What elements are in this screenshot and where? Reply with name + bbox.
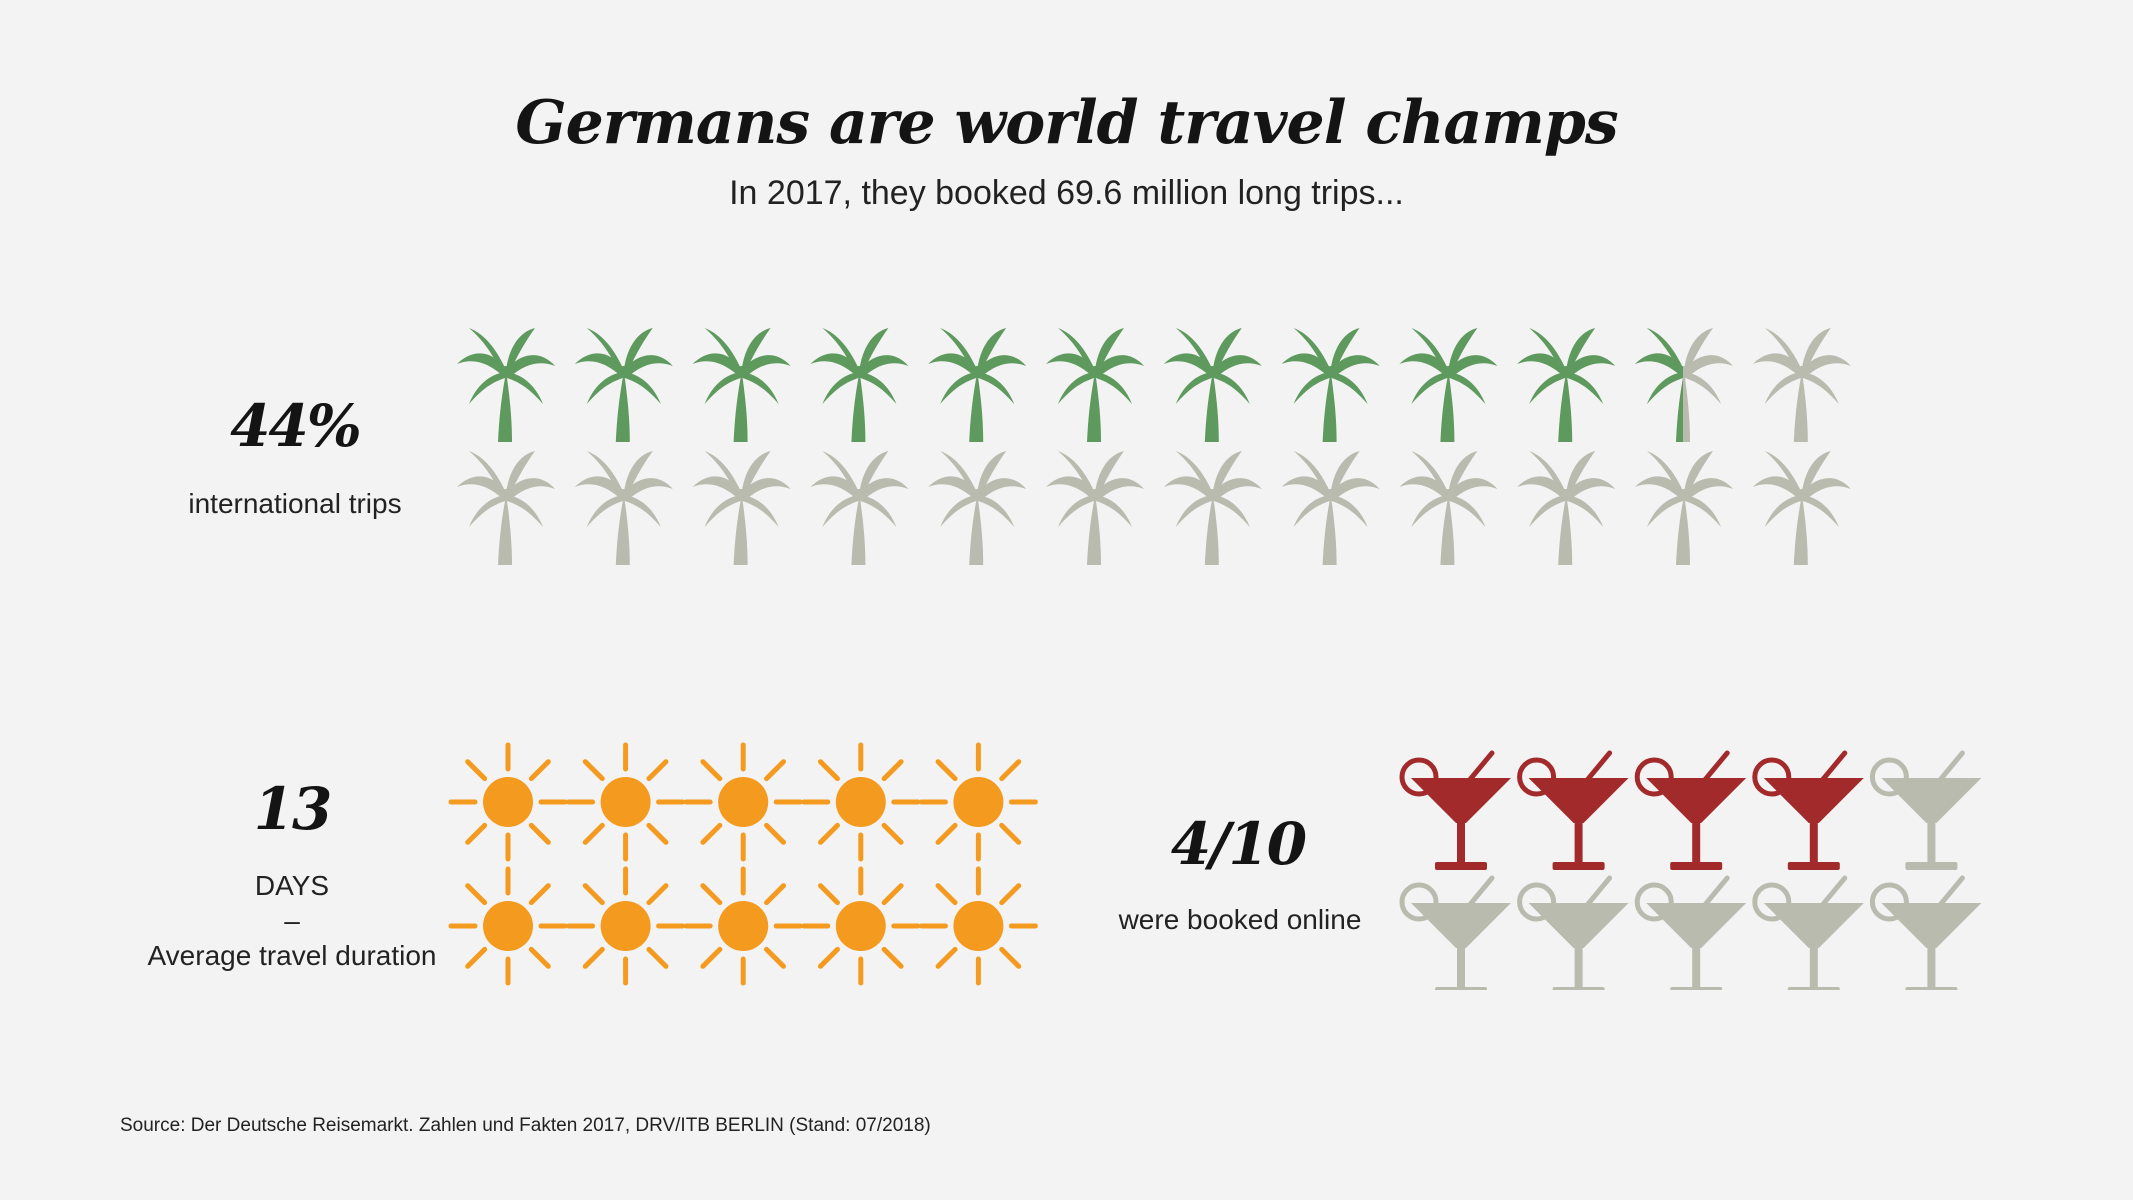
palm-tree-icon xyxy=(574,451,673,565)
cocktail-glass-icon xyxy=(1752,875,1864,990)
palm-tree-icon xyxy=(1517,451,1616,565)
palm-tree-icon xyxy=(1281,328,1380,442)
palm-tree-icon xyxy=(692,451,791,565)
cocktail-glass-icon xyxy=(1399,875,1511,990)
trips-percent-label: international trips xyxy=(188,488,402,519)
palm-tree-icon xyxy=(928,451,1027,565)
palm-tree-icon xyxy=(1635,328,1733,442)
cocktail-glass-icon xyxy=(1869,750,1982,870)
online-value: 4/10 xyxy=(1170,810,1307,878)
duration-value: 13 xyxy=(253,775,333,843)
trips-percent-value: 44% xyxy=(230,392,362,460)
palm-tree-icon xyxy=(1635,451,1733,565)
palm-tree-icon xyxy=(1399,328,1498,442)
cocktail-glass-icon xyxy=(1634,750,1747,870)
cocktail-glass-icon xyxy=(1517,750,1629,870)
sun-icon xyxy=(918,742,1038,862)
cocktail-glass-icon xyxy=(1517,875,1629,990)
palm-tree-icon xyxy=(1399,451,1498,565)
chart-title: Germans are world travel champs xyxy=(515,88,1618,158)
palm-tree-icon xyxy=(810,328,909,442)
palm-tree-icon xyxy=(810,451,909,565)
palm-tree-icon xyxy=(1752,328,1851,442)
palm-tree-icon xyxy=(1281,451,1380,565)
sun-icon xyxy=(448,866,568,986)
cocktail-glass-icon-grid xyxy=(1399,750,1982,990)
palm-tree-icon xyxy=(1517,328,1616,442)
sun-icon-grid xyxy=(448,742,1038,986)
duration-label: Average travel duration xyxy=(147,940,437,971)
palm-tree-icon xyxy=(1752,451,1851,565)
palm-tree-icon-grid xyxy=(457,328,1851,565)
duration-unit-label: DAYS xyxy=(254,870,330,901)
palm-tree-icon xyxy=(1163,451,1262,565)
palm-tree-icon xyxy=(1046,451,1144,565)
sun-icon xyxy=(566,866,686,986)
palm-tree-icon xyxy=(457,328,555,442)
palm-tree-icon xyxy=(1163,328,1262,442)
cocktail-glass-icon xyxy=(1399,750,1511,870)
chart-subtitle: In 2017, they booked 69.6 million long t… xyxy=(729,174,1404,212)
sun-icon xyxy=(566,742,686,862)
cocktail-glass-icon xyxy=(1869,875,1982,990)
palm-tree-icon xyxy=(574,328,673,442)
sun-icon xyxy=(801,742,921,862)
sun-icon xyxy=(448,742,568,862)
online-label: were booked online xyxy=(1118,904,1362,935)
sun-icon xyxy=(918,866,1038,986)
palm-tree-icon xyxy=(692,328,791,442)
sun-icon xyxy=(683,742,803,862)
sun-icon xyxy=(683,866,803,986)
cocktail-glass-icon xyxy=(1634,875,1747,990)
duration-dash: – xyxy=(284,905,300,936)
sun-icon xyxy=(801,866,921,986)
source-note: Source: Der Deutsche Reisemarkt. Zahlen … xyxy=(120,1115,931,1136)
palm-tree-icon xyxy=(457,451,555,565)
palm-tree-icon xyxy=(928,328,1027,442)
palm-tree-icon xyxy=(1046,328,1144,442)
cocktail-glass-icon xyxy=(1752,750,1864,870)
